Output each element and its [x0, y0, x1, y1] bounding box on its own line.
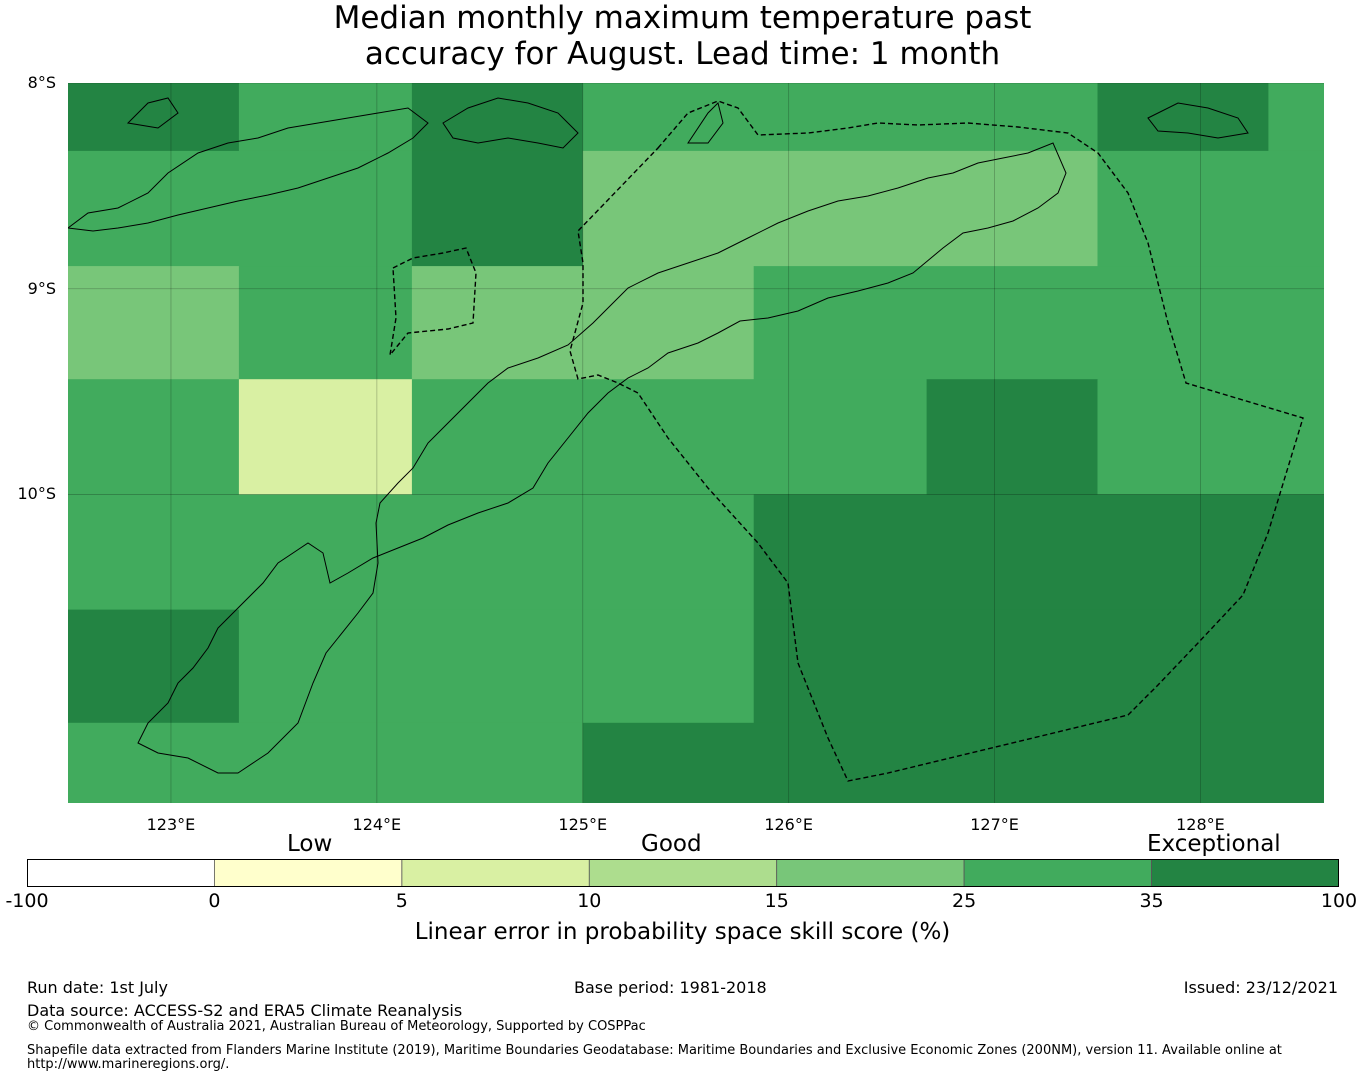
coastlines: [68, 97, 1249, 774]
map-title-line1: Median monthly maximum temperature past: [333, 0, 1032, 36]
grid-cell-4: [1097, 83, 1269, 152]
grid-cell-2: [411, 83, 584, 152]
grid-cells: [68, 83, 1324, 803]
grid-cell-0: [68, 83, 240, 152]
colorbar-segment-4: [776, 859, 965, 887]
colorbar-segment-6: [1151, 859, 1339, 887]
latitude-label: 9°S: [27, 278, 56, 298]
grid-cell-10: [68, 266, 240, 380]
base-period: Base period: 1981-2018: [574, 978, 767, 997]
colorbar-outline: [27, 859, 1339, 887]
grid-cell-11: [238, 266, 413, 380]
grid-cell-7: [411, 150, 584, 267]
colorbar-segment-5: [963, 859, 1152, 887]
longitude-label: 128°E: [1176, 815, 1225, 834]
grid-cell-1: [238, 83, 413, 152]
run-date: Run date: 1st July: [27, 978, 168, 997]
grid-cell-13: [753, 266, 1324, 380]
colorbar: [27, 859, 1339, 887]
colorbar-segment-3: [588, 859, 778, 887]
colorbar-segment-1: [213, 859, 403, 887]
grid-cell-20: [753, 494, 1324, 611]
grid-cell-9: [1097, 150, 1324, 267]
map-title: Median monthly maximum temperature past …: [0, 0, 1365, 72]
grid-cell-3: [582, 83, 1099, 152]
grid-cell-8: [582, 150, 1099, 267]
grid-cell-21: [68, 609, 240, 724]
latitude-label: 8°S: [27, 73, 56, 92]
grid-cell-6: [68, 150, 413, 267]
grid-cell-15: [238, 379, 413, 495]
longitude-label: 126°E: [764, 815, 813, 834]
map-title-line2: accuracy for August. Lead time: 1 month: [364, 36, 1001, 72]
category-low-label: Low: [287, 831, 333, 857]
colorbar-tick-label: 10: [577, 890, 602, 912]
grid-cell-19: [68, 494, 755, 611]
eez-boundary-east: [569, 100, 1304, 782]
longitude-label: 123°E: [146, 815, 196, 834]
colorbar-tick-label: 5: [395, 890, 408, 912]
issued-date: Issued: 23/12/2021: [1183, 978, 1338, 997]
coastline-atauro: [687, 102, 724, 144]
colorbar-tick-label: 35: [1139, 890, 1164, 912]
coastline-alor: [442, 97, 579, 149]
coastline-north-islands: [126, 97, 179, 129]
longitude-label: 125°E: [558, 815, 608, 834]
colorbar-tick-label: 25: [952, 890, 977, 912]
colorbar-tick-label: -100: [5, 890, 49, 912]
colorbar-segment-0: [27, 859, 215, 887]
longitude-label: 124°E: [352, 815, 402, 834]
longitude-label: 127°E: [970, 815, 1019, 834]
grid-cell-24: [68, 722, 584, 803]
copyright-notice: © Commonwealth of Australia 2021, Austra…: [27, 1019, 646, 1034]
category-good-label: Good: [641, 831, 702, 857]
data-source: Data source: ACCESS-S2 and ERA5 Climate …: [27, 1001, 463, 1020]
coastline-wetar: [1147, 102, 1249, 139]
maritime-boundaries: [388, 100, 1304, 782]
grid-cell-14: [68, 379, 240, 495]
coastline-flores: [68, 107, 429, 232]
category-exceptional-label: Exceptional: [1147, 831, 1281, 857]
colorbar-tick-label: 15: [764, 890, 789, 912]
shapefile-credit-line1: Shapefile data extracted from Flanders M…: [27, 1043, 1282, 1058]
shapefile-credit-line2: http://www.marineregions.org/.: [27, 1057, 230, 1072]
grid-cell-22: [238, 609, 755, 724]
grid-cell-17: [926, 379, 1099, 495]
colorbar-tick-label: 0: [208, 890, 221, 912]
coastline-timor: [137, 142, 1067, 774]
grid-cell-25: [582, 722, 1324, 803]
grid-cell-23: [753, 609, 1324, 724]
colorbar-title: Linear error in probability space skill …: [414, 919, 951, 945]
grid-cell-5: [1268, 83, 1324, 152]
colorbar-tick-label: 100: [1320, 890, 1358, 912]
grid-cell-16: [411, 379, 928, 495]
skill-score-map: [68, 83, 1324, 803]
eez-boundary-oecusse: [388, 247, 477, 358]
map-panel: [68, 83, 1324, 803]
grid-cell-18: [1097, 379, 1324, 495]
latitude-label: 10°S: [17, 484, 56, 504]
graticule: [68, 83, 1324, 803]
colorbar-segment-2: [401, 859, 590, 887]
